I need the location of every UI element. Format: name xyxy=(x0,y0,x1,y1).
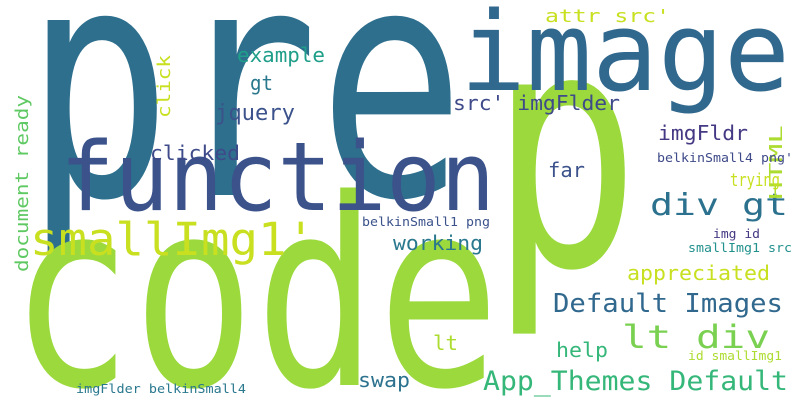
word: src' imgFlder xyxy=(453,91,620,115)
word: lt div xyxy=(622,318,770,356)
word: id smallImg1 xyxy=(688,349,782,363)
word: clicked xyxy=(150,141,240,165)
word: smallImg1' xyxy=(30,213,315,266)
word: swap xyxy=(358,368,410,392)
word: jquery xyxy=(215,101,295,126)
word: p xyxy=(490,0,640,343)
word: example xyxy=(237,43,325,67)
word: App_Themes Default xyxy=(483,366,788,397)
word: image xyxy=(460,0,790,116)
word: div gt xyxy=(650,188,788,223)
word: code xyxy=(10,145,500,400)
word: pre xyxy=(25,0,465,271)
word: lt xyxy=(433,331,458,355)
word: img id xyxy=(713,227,760,241)
word: imgFlder belkinSmall4 xyxy=(76,382,246,396)
word: help xyxy=(556,338,608,362)
word: working xyxy=(393,231,483,255)
word: belkinSmall4 png' xyxy=(657,151,793,165)
word: gt xyxy=(250,71,273,95)
word: document ready xyxy=(12,95,33,272)
word: click xyxy=(154,55,175,118)
word: smallImg1 src xyxy=(688,241,792,255)
word: imgFldr xyxy=(658,121,748,145)
word: far xyxy=(548,158,585,182)
word: attr src' xyxy=(545,6,670,27)
word: Default Images xyxy=(553,289,783,319)
word: function xyxy=(60,123,495,233)
word: belkinSmall1 png xyxy=(362,215,490,229)
word: HTML xyxy=(766,125,787,200)
word: appreciated xyxy=(627,261,770,285)
word: trying xyxy=(730,170,780,191)
